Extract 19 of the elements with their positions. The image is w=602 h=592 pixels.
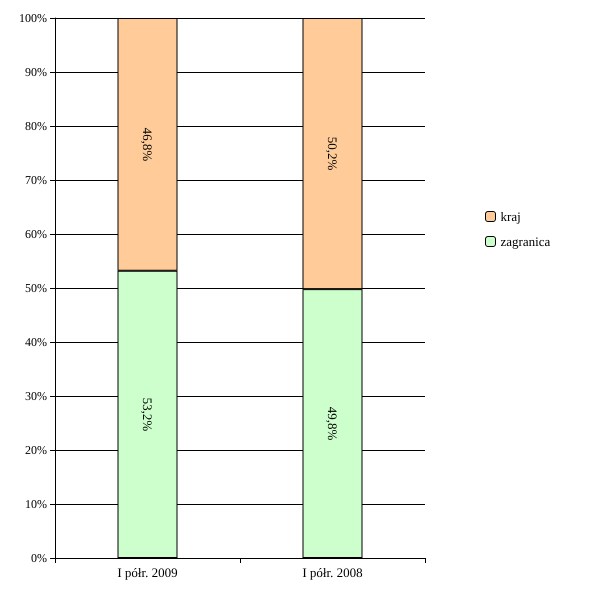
- data-label: 46,8%: [140, 128, 155, 162]
- x-tick-label: I półr. 2008: [302, 565, 363, 580]
- y-tick-label: 50%: [25, 281, 47, 295]
- legend-label: zagranica: [500, 234, 551, 249]
- data-label: 49,8%: [325, 406, 340, 440]
- y-tick-label: 30%: [25, 389, 47, 403]
- y-tick-label: 60%: [25, 227, 47, 241]
- y-tick-label: 40%: [25, 335, 47, 349]
- y-tick-label: 100%: [19, 11, 47, 25]
- y-tick-label: 70%: [25, 173, 47, 187]
- y-tick-label: 20%: [25, 443, 47, 457]
- data-label: 53,2%: [140, 398, 155, 432]
- y-tick-label: 90%: [25, 65, 47, 79]
- y-tick-label: 10%: [25, 497, 47, 511]
- y-tick-label: 0%: [31, 551, 47, 565]
- y-tick-label: 80%: [25, 119, 47, 133]
- x-tick-label: I półr. 2009: [117, 565, 178, 580]
- legend-label: kraj: [500, 209, 521, 224]
- data-label: 50,2%: [325, 136, 340, 170]
